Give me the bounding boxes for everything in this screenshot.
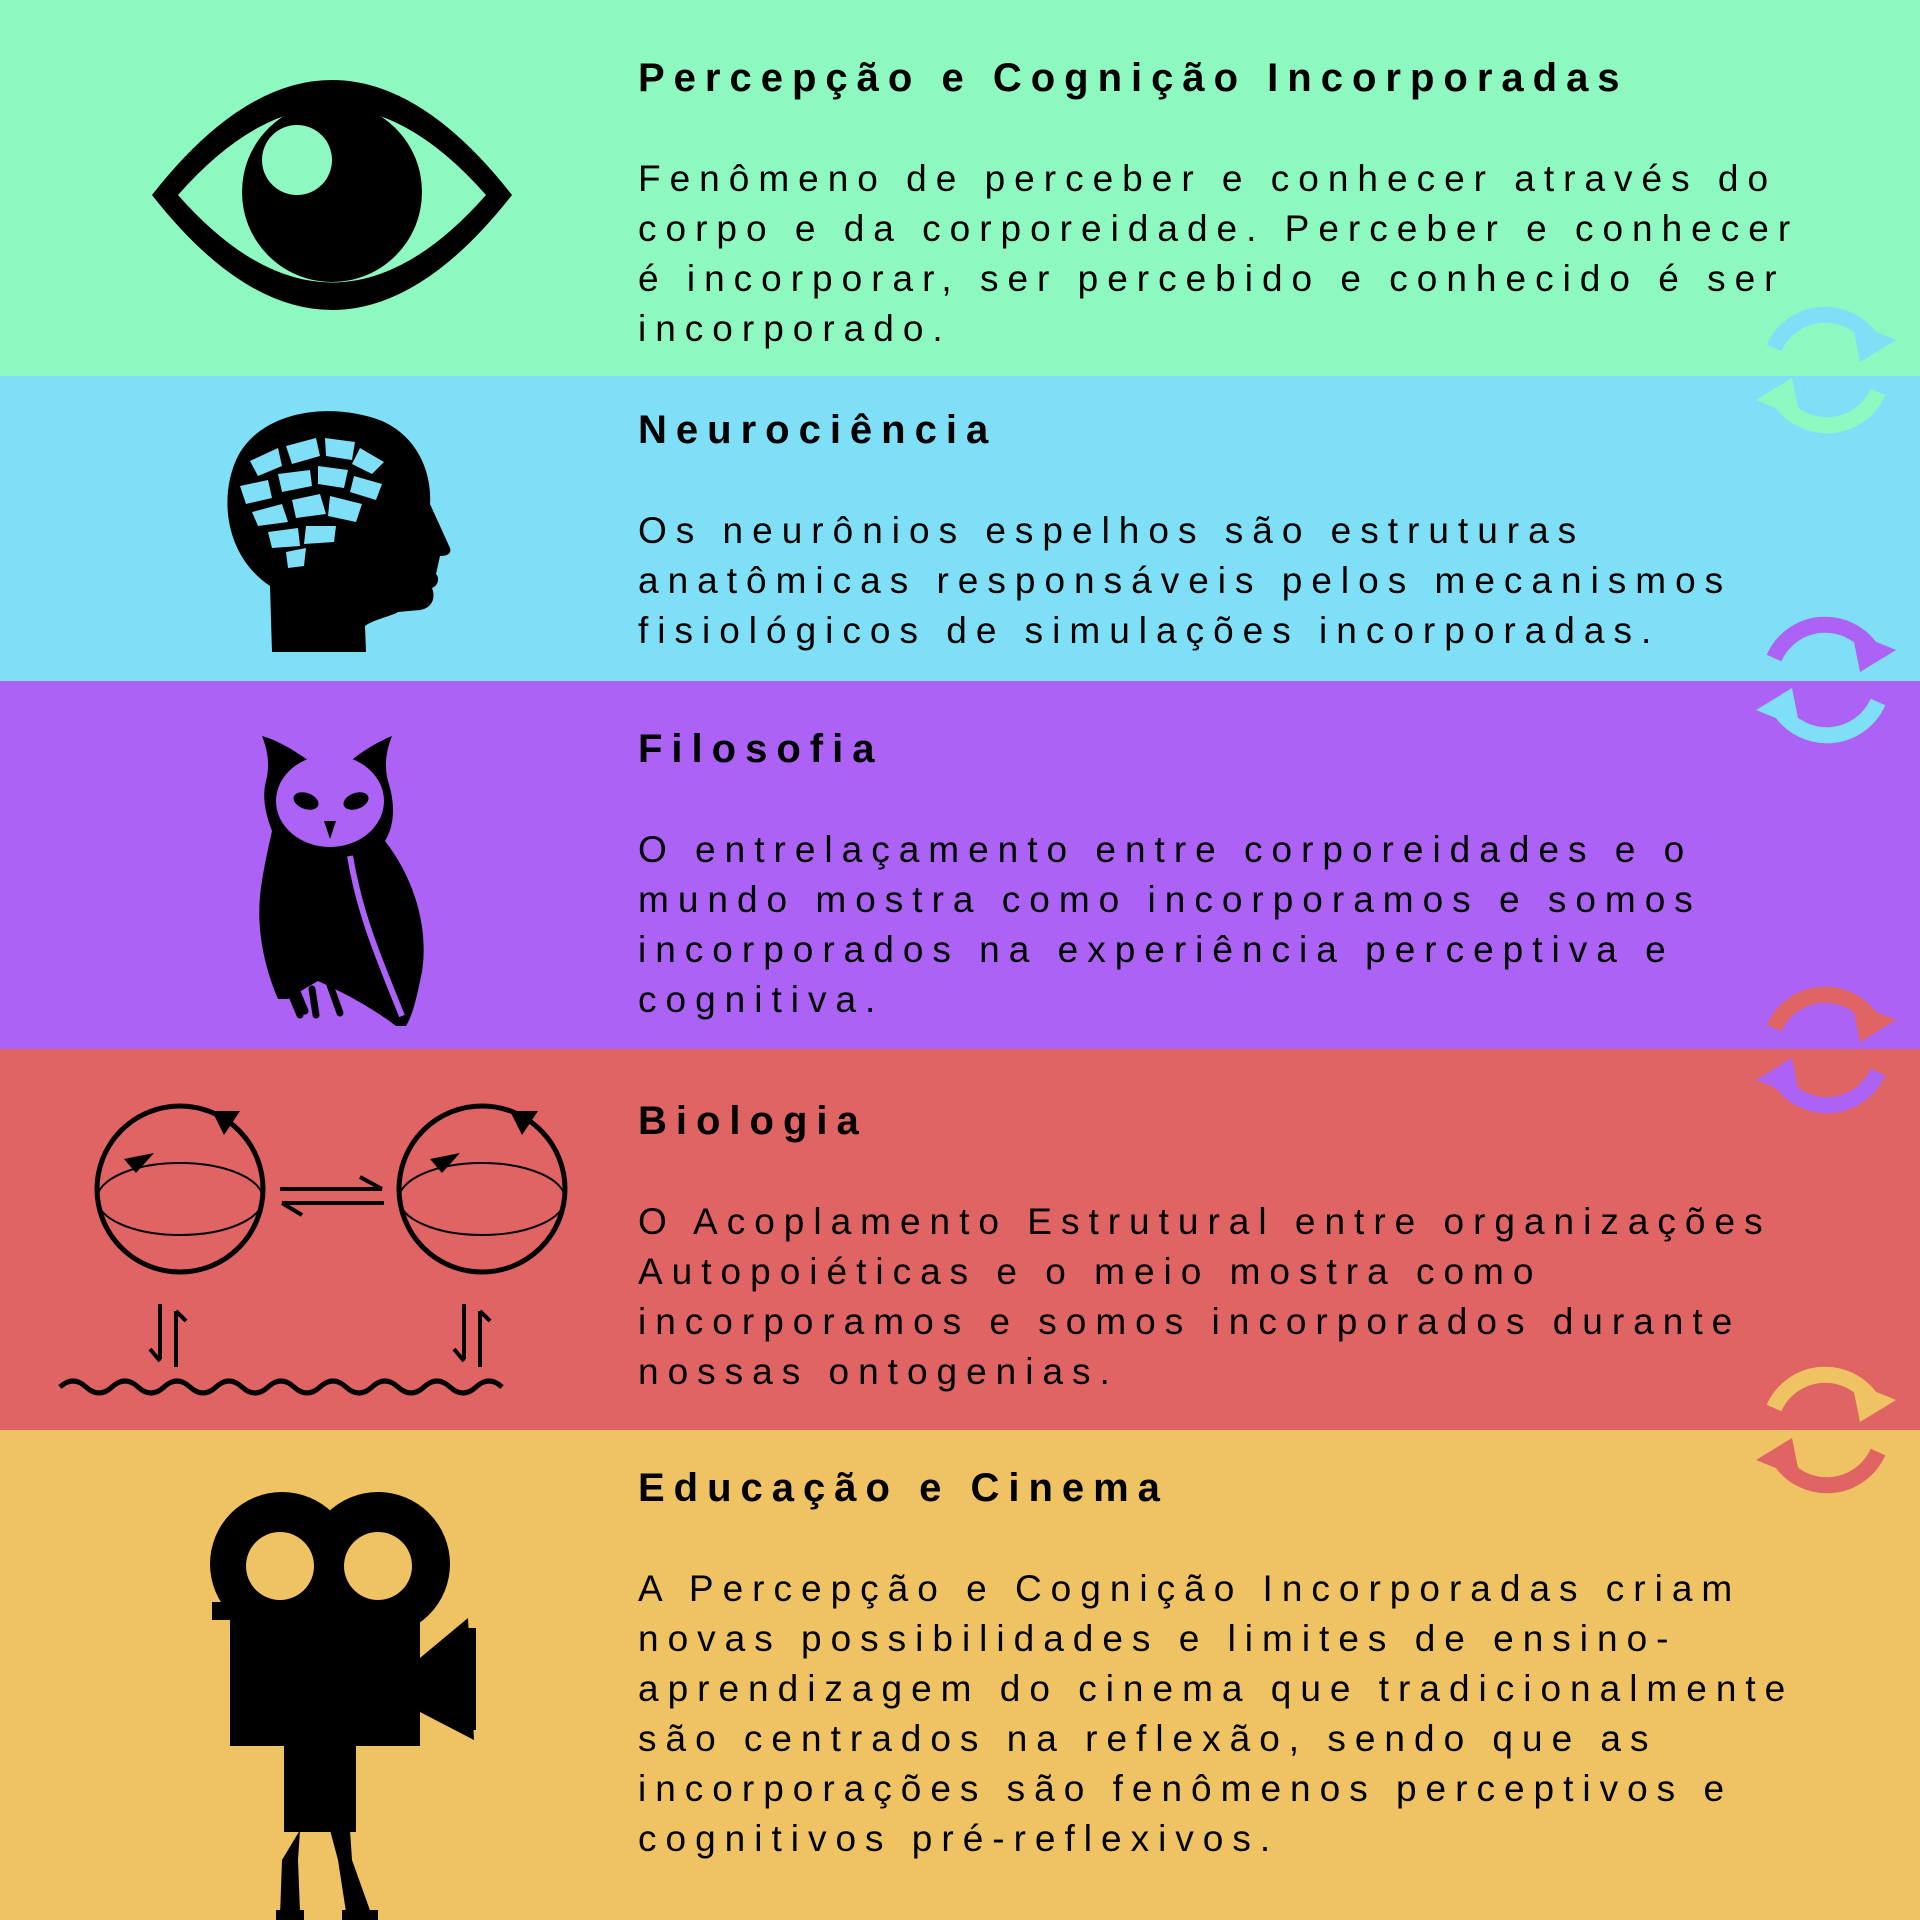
section-description: A Percepção e Cognição Incorporadas cria…: [638, 1568, 1795, 1859]
section-text: Educação e Cinema A Percepção e Cognição…: [638, 1464, 1838, 1864]
film-camera-icon: [0, 1430, 640, 1920]
section-text: Percepção e Cognição Incorporadas Fenôme…: [638, 54, 1838, 354]
section-text: Filosofia O entrelaçamento entre corpore…: [638, 725, 1838, 1025]
cycle-arrows-icon: [1756, 610, 1896, 750]
cycle-arrows-icon: [1756, 1360, 1896, 1500]
section-educacao-cinema: Educação e Cinema A Percepção e Cognição…: [0, 1430, 1920, 1920]
section-biologia: Biologia O Acoplamento Estrutural entre …: [0, 1049, 1920, 1430]
eye-icon: [0, 0, 640, 376]
section-text: Neurociência Os neurônios espelhos são e…: [638, 406, 1838, 656]
owl-icon: [0, 681, 640, 1049]
section-title: Educação e Cinema: [638, 1466, 1169, 1510]
section-title: Biologia: [638, 1099, 868, 1143]
section-description: O Acoplamento Estrutural entre organizaç…: [638, 1201, 1772, 1392]
cycle-arrows-icon: [1756, 980, 1896, 1120]
section-description: Fenômeno de perceber e conhecer através …: [638, 158, 1800, 349]
section-description: Os neurônios espelhos são estruturas ana…: [638, 510, 1733, 651]
brain-head-icon: [0, 376, 640, 681]
structural-coupling-icon: [0, 1049, 640, 1430]
section-title: Filosofia: [638, 727, 884, 771]
section-title: Percepção e Cognição Incorporadas: [638, 56, 1629, 100]
cycle-arrows-icon: [1756, 300, 1896, 440]
section-filosofia: Filosofia O entrelaçamento entre corpore…: [0, 681, 1920, 1049]
section-description: O entrelaçamento entre corporeidades e o…: [638, 829, 1702, 1020]
section-text: Biologia O Acoplamento Estrutural entre …: [638, 1097, 1838, 1397]
section-percepcao: Percepção e Cognição Incorporadas Fenôme…: [0, 0, 1920, 376]
section-neurociencia: Neurociência Os neurônios espelhos são e…: [0, 376, 1920, 681]
section-title: Neurociência: [638, 408, 998, 452]
